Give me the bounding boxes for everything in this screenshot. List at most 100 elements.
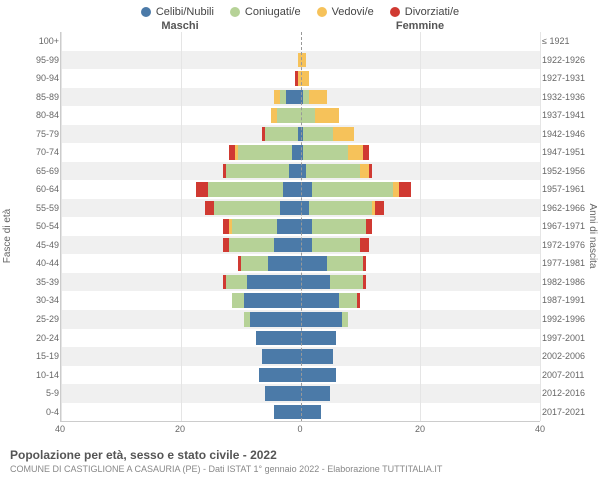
x-axis: 402002040 bbox=[60, 422, 540, 440]
age-label: 20-24 bbox=[3, 333, 59, 343]
x-tick-label: 20 bbox=[175, 424, 185, 434]
legend-swatch bbox=[317, 7, 327, 17]
bar-segment bbox=[241, 256, 268, 271]
bar-segment bbox=[301, 312, 343, 327]
birth-year-label: 1952-1956 bbox=[542, 166, 598, 176]
bar-segment bbox=[327, 256, 363, 271]
birth-year-label: 1957-1961 bbox=[542, 184, 598, 194]
legend-label: Celibi/Nubili bbox=[156, 6, 214, 18]
age-label: 75-79 bbox=[3, 129, 59, 139]
age-label: 5-9 bbox=[3, 388, 59, 398]
birth-year-label: 1977-1981 bbox=[542, 258, 598, 268]
age-label: 15-19 bbox=[3, 351, 59, 361]
female-header: Femmine bbox=[300, 20, 540, 32]
birth-year-label: 1932-1936 bbox=[542, 92, 598, 102]
age-label: 0-4 bbox=[3, 407, 59, 417]
age-label: 10-14 bbox=[3, 370, 59, 380]
bar-segment bbox=[229, 238, 274, 253]
bar-segment bbox=[208, 182, 283, 197]
legend-label: Vedovi/e bbox=[332, 6, 374, 18]
bar-segment bbox=[244, 293, 301, 308]
age-label: 85-89 bbox=[3, 92, 59, 102]
age-label: 40-44 bbox=[3, 258, 59, 268]
bar-segment bbox=[306, 164, 360, 179]
bar-segment bbox=[342, 312, 348, 327]
birth-year-label: 1937-1941 bbox=[542, 110, 598, 120]
bar-segment bbox=[226, 275, 247, 290]
bar-segment bbox=[301, 238, 313, 253]
bar-segment bbox=[301, 331, 337, 346]
bar-segment bbox=[301, 293, 340, 308]
bar-segment bbox=[214, 201, 280, 216]
bar-segment bbox=[366, 219, 372, 234]
x-tick-label: 20 bbox=[415, 424, 425, 434]
legend: Celibi/NubiliConiugati/eVedovi/eDivorzia… bbox=[0, 0, 600, 20]
bar-segment bbox=[265, 386, 301, 401]
birth-year-label: 2017-2021 bbox=[542, 407, 598, 417]
gender-headers: Maschi Femmine bbox=[0, 20, 600, 32]
age-label: 65-69 bbox=[3, 166, 59, 176]
birth-year-label: 1947-1951 bbox=[542, 147, 598, 157]
bar-segment bbox=[357, 293, 360, 308]
bar-segment bbox=[232, 293, 244, 308]
y-axis-age-labels: 100+95-9990-9485-8980-8475-7970-7465-696… bbox=[3, 32, 59, 421]
legend-item: Divorziati/e bbox=[390, 6, 459, 18]
bar-segment bbox=[363, 145, 369, 160]
bar-segment bbox=[303, 145, 348, 160]
bar-segment bbox=[268, 256, 301, 271]
birth-year-label: 2012-2016 bbox=[542, 388, 598, 398]
legend-swatch bbox=[141, 7, 151, 17]
bar-segment bbox=[312, 219, 366, 234]
center-axis-line bbox=[301, 32, 302, 421]
bar-segment bbox=[301, 386, 331, 401]
bar-segment bbox=[363, 275, 366, 290]
x-tick-label: 40 bbox=[535, 424, 545, 434]
bar-segment bbox=[301, 71, 310, 86]
legend-label: Divorziati/e bbox=[405, 6, 459, 18]
male-header: Maschi bbox=[60, 20, 300, 32]
birth-year-label: 1927-1931 bbox=[542, 73, 598, 83]
bar-segment bbox=[348, 145, 363, 160]
bar-segment bbox=[277, 108, 301, 123]
age-label: 95-99 bbox=[3, 55, 59, 65]
bar-segment bbox=[312, 182, 393, 197]
bar-segment bbox=[277, 219, 301, 234]
pyramid-chart: 100+95-9990-9485-8980-8475-7970-7465-696… bbox=[60, 32, 540, 422]
bar-segment bbox=[312, 238, 360, 253]
bar-segment bbox=[301, 275, 331, 290]
birth-year-label: 1997-2001 bbox=[542, 333, 598, 343]
bar-segment bbox=[286, 90, 301, 105]
grid-line bbox=[540, 32, 541, 421]
bar-segment bbox=[301, 256, 328, 271]
chart-title: Popolazione per età, sesso e stato civil… bbox=[10, 448, 590, 462]
grid-line bbox=[420, 32, 421, 421]
birth-year-label: 1962-1966 bbox=[542, 203, 598, 213]
grid-line bbox=[181, 32, 182, 421]
bar-segment bbox=[283, 182, 301, 197]
grid-line bbox=[61, 32, 62, 421]
bar-segment bbox=[339, 293, 357, 308]
bar-segment bbox=[301, 182, 313, 197]
birth-year-label: 1942-1946 bbox=[542, 129, 598, 139]
legend-item: Celibi/Nubili bbox=[141, 6, 214, 18]
legend-item: Vedovi/e bbox=[317, 6, 374, 18]
bar-segment bbox=[301, 368, 337, 383]
bar-segment bbox=[301, 201, 310, 216]
bar-segment bbox=[301, 349, 334, 364]
bar-segment bbox=[250, 312, 301, 327]
bar-segment bbox=[333, 127, 354, 142]
bar-segment bbox=[309, 90, 327, 105]
bar-segment bbox=[289, 164, 301, 179]
bar-segment bbox=[301, 219, 313, 234]
birth-year-label: 1987-1991 bbox=[542, 295, 598, 305]
bar-segment bbox=[301, 108, 316, 123]
age-label: 55-59 bbox=[3, 203, 59, 213]
chart-subtitle: COMUNE DI CASTIGLIONE A CASAURIA (PE) - … bbox=[10, 464, 590, 474]
legend-swatch bbox=[390, 7, 400, 17]
bar-segment bbox=[196, 182, 208, 197]
bar-segment bbox=[315, 108, 339, 123]
bar-segment bbox=[265, 127, 298, 142]
birth-year-label: 1992-1996 bbox=[542, 314, 598, 324]
age-label: 50-54 bbox=[3, 221, 59, 231]
age-label: 45-49 bbox=[3, 240, 59, 250]
